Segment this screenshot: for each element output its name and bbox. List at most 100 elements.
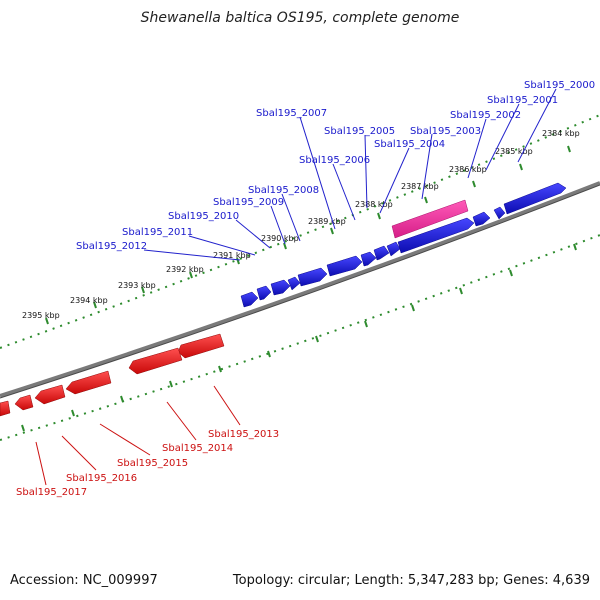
forward-scale-line [0,114,600,349]
gene-label-sbal195-2010[interactable]: Sbal195_2010 [168,211,239,222]
genome-backbone-shade [0,184,600,399]
tick-2389 [330,227,334,235]
forward-gene-labels: Sbal195_2000 Sbal195_2001 Sbal195_2002 S… [76,80,595,252]
tick-2386 [472,180,476,188]
reverse-tick [411,304,415,312]
scale-label-2385: 2385 kbp [495,147,533,156]
reverse-tick [315,335,319,343]
scale-label-2391: 2391 kbp [213,251,251,260]
reverse-tick [459,287,463,295]
gene-label-sbal195-2000[interactable]: Sbal195_2000 [524,80,595,91]
genome-backbone [0,181,600,398]
scale-label-2390: 2390 kbp [261,234,299,243]
gene-arrow-sbal195-2012[interactable] [240,291,259,308]
leader-line [35,441,47,486]
scale-label-2392: 2392 kbp [166,265,204,274]
leader-line [332,163,356,221]
reverse-scale-line [0,234,600,441]
scale-label-2394: 2394 kbp [70,296,108,305]
scale-label-2389: 2389 kbp [308,217,346,226]
gene-arrow-sbal195-2010[interactable] [270,279,291,296]
gene-arrow-sbal195-2015[interactable] [65,370,112,395]
gene-label-sbal195-2007[interactable]: Sbal195_2007 [256,108,327,119]
tick-2395 [45,317,49,325]
leader-line [281,193,301,242]
reverse-leader-lines [35,385,241,486]
gene-arrow-sbal195-2008[interactable] [297,267,328,287]
reverse-tick [169,380,173,388]
tick-2392 [189,271,193,279]
gene-label-sbal195-2015[interactable]: Sbal195_2015 [117,458,188,469]
gene-arrow-sbal195-2017[interactable] [14,394,34,411]
gene-label-sbal195-2017[interactable]: Sbal195_2017 [16,487,87,498]
gene-arrow-sbal195-2014[interactable] [128,347,183,375]
reverse-tick [21,424,25,432]
reverse-tick [120,395,124,403]
leader-line [467,118,487,179]
gene-label-sbal195-2006[interactable]: Sbal195_2006 [299,155,370,166]
reverse-tick [573,243,577,251]
leader-line [99,423,151,456]
scale-label-2384: 2384 kbp [542,129,580,138]
gene-arrow-sbal195-2009[interactable] [287,276,301,291]
gene-label-sbal195-2001[interactable]: Sbal195_2001 [487,95,558,106]
gene-arrow-sbal195-2006[interactable] [360,251,377,267]
gene-arrow-sbal195-2011[interactable] [256,285,272,301]
forward-leader-lines [143,88,557,261]
gene-label-sbal195-2009[interactable]: Sbal195_2009 [213,197,284,208]
gene-arrow-sbal195-2002[interactable] [472,211,491,227]
forward-genes [240,182,567,308]
gene-arrow-sbal195-2013[interactable] [177,333,225,359]
tick-2385 [519,163,523,171]
gene-arrow-sbal195-2004[interactable] [386,241,401,257]
leader-line [235,219,271,249]
scale-label-2387: 2387 kbp [401,182,439,191]
gene-label-sbal195-2003[interactable]: Sbal195_2003 [410,126,481,137]
leader-line [421,133,433,200]
leader-line [485,103,520,171]
leader-line [364,134,368,209]
reverse-tick [218,365,222,373]
gene-label-sbal195-2014[interactable]: Sbal195_2014 [162,443,233,454]
gene-label-sbal195-2012[interactable]: Sbal195_2012 [76,241,147,252]
gene-label-sbal195-2002[interactable]: Sbal195_2002 [450,110,521,121]
reverse-gene-labels: Sbal195_2013 Sbal195_2014 Sbal195_2015 S… [16,429,279,498]
leader-line [213,385,241,426]
reverse-tick [509,269,513,277]
tick-2391 [236,257,240,265]
gene-label-sbal195-2008[interactable]: Sbal195_2008 [248,185,319,196]
gene-bar-highlighted[interactable] [391,199,469,239]
gene-arrow-sbal195-2005[interactable] [373,245,390,261]
reverse-genes [0,333,225,417]
gene-label-sbal195-2013[interactable]: Sbal195_2013 [208,429,279,440]
leader-line [379,147,410,214]
gene-arrow-partial[interactable] [0,400,11,417]
gene-label-sbal195-2016[interactable]: Sbal195_2016 [66,473,137,484]
accession-text: Accession: NC_009997 [10,573,158,588]
tick-2394 [93,301,97,309]
leader-line [166,401,197,441]
leader-line [517,88,557,163]
leader-line [61,435,97,471]
gene-arrow-sbal195-2000[interactable] [503,182,567,215]
gene-label-sbal195-2011[interactable]: Sbal195_2011 [122,227,193,238]
reverse-scale [21,243,577,432]
reverse-tick [71,409,75,417]
reverse-tick [267,350,271,358]
leader-line [188,235,256,256]
gene-arrow-sbal195-2001[interactable] [493,206,506,220]
gene-label-sbal195-2004[interactable]: Sbal195_2004 [374,139,445,150]
leader-line [270,205,286,245]
leader-line [143,249,241,261]
tick-2390 [283,242,287,250]
scale-label-2388: 2388 kbp [355,200,393,209]
gene-label-sbal195-2005[interactable]: Sbal195_2005 [324,126,395,137]
gene-arrow-sbal195-2003[interactable] [397,217,475,254]
scale-label-2393: 2393 kbp [118,281,156,290]
gene-arrow-sbal195-2007[interactable] [326,255,363,277]
gene-arrow-sbal195-2016[interactable] [34,384,66,405]
reverse-tick [364,320,368,328]
genome-summary-text: Topology: circular; Length: 5,347,283 bp… [232,573,590,588]
scale-label-2386: 2386 kbp [449,165,487,174]
